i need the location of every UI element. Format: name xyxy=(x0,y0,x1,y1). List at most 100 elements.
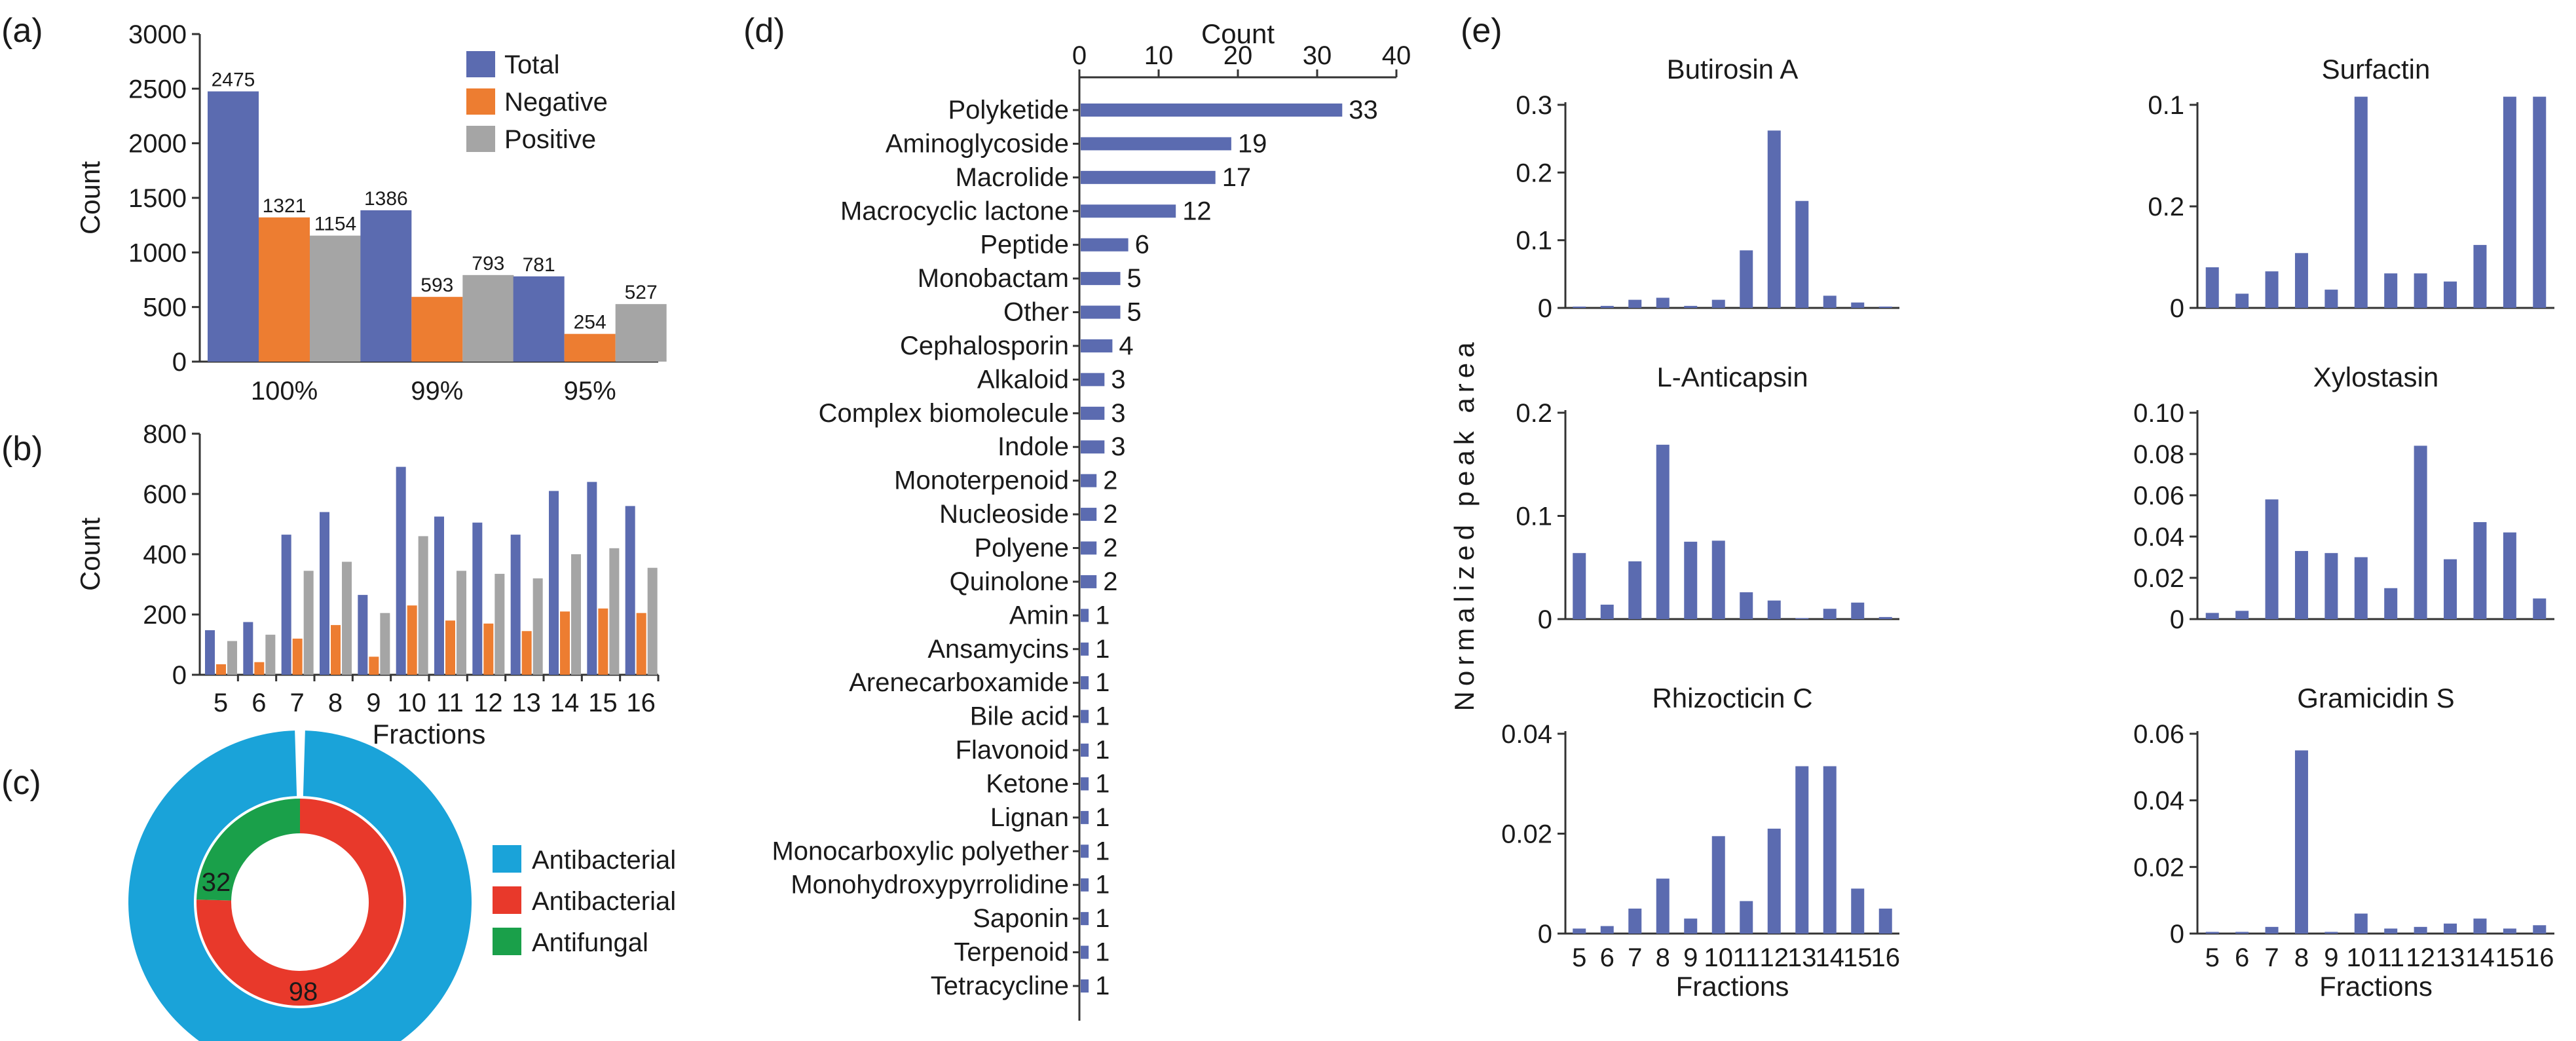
bar-value-label: 3 xyxy=(1111,365,1125,394)
bar-peak-area xyxy=(1684,305,1698,308)
panel-b-chart: 0 200 400 600 800 Count Fractions 5 6 7 8 9 10 11 12 13… xyxy=(75,420,660,749)
bar-count xyxy=(1081,810,1089,824)
category-label: 14 xyxy=(2465,943,2495,972)
bar-peak-area xyxy=(2354,557,2368,619)
category-label: 7 xyxy=(290,689,305,717)
bar-peak-area xyxy=(2265,271,2279,308)
subplot-title: Surfactin xyxy=(2322,54,2431,85)
subplot-surfactin: Surfactin 0 0.2 0.1 xyxy=(2148,54,2554,323)
bar-peak-area xyxy=(1628,908,1642,934)
y-tick-label: 0 xyxy=(2170,294,2184,323)
category-label: Macrocyclic lactone xyxy=(840,197,1069,225)
bar-negative xyxy=(411,297,463,362)
bar-count xyxy=(1081,104,1343,117)
bar-peak-area xyxy=(2205,267,2219,308)
bar-peak-area xyxy=(1600,926,1614,934)
bar-peak-area xyxy=(1628,299,1642,308)
bar-count xyxy=(1081,945,1089,959)
bar-negative xyxy=(407,605,417,675)
bar-value-label: 1386 xyxy=(364,188,408,210)
bar-peak-area xyxy=(2294,750,2308,934)
category-label: Complex biomolecule xyxy=(819,399,1069,428)
y-tick-label: 400 xyxy=(143,540,187,569)
bar-peak-area xyxy=(1656,879,1670,934)
category-label: Quinolone xyxy=(950,567,1069,596)
category-label: Alkaloid xyxy=(977,365,1069,394)
bar-count xyxy=(1081,204,1176,218)
y-tick-label: 2000 xyxy=(128,130,187,159)
bar-peak-area xyxy=(2384,273,2398,308)
bar-peak-area xyxy=(1795,200,1809,308)
legend-swatch-antibacterial xyxy=(493,845,521,873)
bar-positive xyxy=(495,573,505,675)
panel-label-b: (b) xyxy=(1,430,43,468)
category-label: 100% xyxy=(251,377,318,406)
bar-total xyxy=(513,276,565,362)
subplot-title: L-Anticapsin xyxy=(1656,362,1808,392)
bar-total xyxy=(510,535,521,675)
y-tick-label: 0.2 xyxy=(2148,193,2184,221)
category-label: 6 xyxy=(1600,943,1615,972)
category-label: 10 xyxy=(397,689,426,717)
bar-value-label: 12 xyxy=(1182,197,1212,225)
legend-label-total: Total xyxy=(504,50,560,79)
bar-peak-area xyxy=(1878,616,1892,619)
category-label: 12 xyxy=(1760,943,1789,972)
bar-total xyxy=(281,535,291,675)
legend-swatch-antibacterial xyxy=(493,886,521,914)
category-label: 5 xyxy=(2205,943,2220,972)
category-label: 10 xyxy=(2347,943,2376,972)
category-label: 16 xyxy=(1871,943,1901,972)
y-tick-label: 0.02 xyxy=(1501,820,1552,849)
bar-total xyxy=(208,91,259,362)
bar-positive xyxy=(615,304,667,362)
bar-value-label: 2 xyxy=(1103,466,1117,495)
bar-peak-area xyxy=(2294,253,2308,308)
bar-total xyxy=(205,630,215,675)
bar-negative xyxy=(560,611,570,675)
bar-value-label: 254 xyxy=(574,312,607,333)
category-label: Monoterpenoid xyxy=(894,466,1069,495)
bar-value-label: 1 xyxy=(1095,803,1110,832)
category-label: Monobactam xyxy=(918,264,1069,293)
bar-negative xyxy=(445,620,455,675)
category-label: 6 xyxy=(2235,943,2249,972)
y-tick-label: 0 xyxy=(1538,920,1552,949)
y-axis-title: Count xyxy=(75,518,105,591)
subplot-title: Butirosin A xyxy=(1667,54,1799,85)
x-tick-label: 10 xyxy=(1144,41,1174,70)
bar-peak-area xyxy=(2473,918,2487,934)
panel-label-a: (a) xyxy=(1,12,43,50)
bar-count xyxy=(1081,844,1089,858)
bar-peak-area xyxy=(2324,932,2338,934)
bar-peak-area xyxy=(1600,305,1614,308)
bar-peak-area xyxy=(2444,281,2457,308)
bar-value-label: 5 xyxy=(1127,264,1142,293)
bar-peak-area xyxy=(1767,828,1781,934)
bar-count xyxy=(1081,474,1097,487)
category-label: Cephalosporin xyxy=(900,331,1069,360)
legend-label-negative: Negative xyxy=(504,88,608,117)
category-label: Arenecarboxamide xyxy=(849,668,1069,697)
bar-negative xyxy=(369,656,379,675)
category-label: 15 xyxy=(588,689,618,717)
category-label: 8 xyxy=(2294,943,2309,972)
bar-peak-area xyxy=(2384,588,2398,619)
category-label: 99% xyxy=(411,377,463,406)
bar-count xyxy=(1081,575,1097,588)
y-tick-label: 0.06 xyxy=(2133,482,2184,510)
bar-count xyxy=(1081,406,1105,420)
y-tick-label: 1500 xyxy=(128,184,187,213)
legend-label-antibacterial: Antibacterial xyxy=(532,846,676,875)
bar-total xyxy=(472,522,483,675)
bar-value-label: 1 xyxy=(1095,837,1110,865)
category-label: 8 xyxy=(1656,943,1670,972)
bar-value-label: 3 xyxy=(1111,432,1125,461)
y-tick-label: 0 xyxy=(1538,294,1552,323)
bar-peak-area xyxy=(2533,925,2547,934)
y-tick-label: 0.2 xyxy=(1516,399,1552,428)
category-label: Peptide xyxy=(980,231,1069,259)
panel-a-chart: 0 500 1000 1500 2000 2500 3000 Count 2475 1321 115… xyxy=(75,20,667,406)
bar-total xyxy=(360,210,412,362)
